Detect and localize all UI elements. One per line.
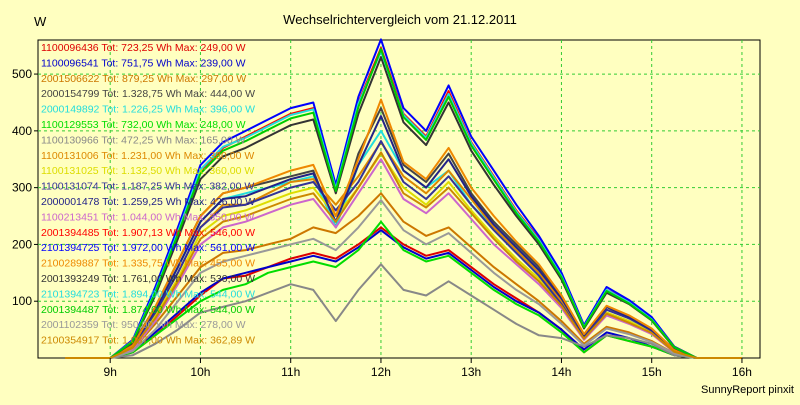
x-tick-label: 12h — [371, 365, 391, 379]
series-line — [65, 158, 742, 359]
x-tick-label: 14h — [551, 365, 571, 379]
series-line — [65, 220, 742, 359]
series-line — [65, 140, 742, 359]
y-tick-label: 300 — [12, 181, 32, 195]
legend-entry: 2001393249 Tot: 1.761,00 Wh Max: 530,00 … — [41, 273, 255, 285]
y-tick-label: 200 — [12, 237, 32, 251]
legend-entry: 1100096436 Tot: 723,25 Wh Max: 249,00 W — [41, 42, 246, 54]
legend: 1100096436 Tot: 723,25 Wh Max: 249,00 W 1… — [41, 42, 255, 347]
legend-entry: 1100131025 Tot: 1.132,50 Wh Max: 360,00 … — [41, 165, 254, 177]
series-line — [65, 38, 742, 359]
legend-entry: 1100131074 Tot: 1.187,25 Wh Max: 382,00 … — [41, 181, 254, 193]
legend-entry: 1100131006 Tot: 1.231,00 Wh Max: 380,00 … — [41, 150, 254, 162]
series-line — [65, 151, 742, 359]
legend-entry: 1100096541 Tot: 751,75 Wh Max: 239,00 W — [41, 57, 246, 69]
x-tick-label: 13h — [461, 365, 481, 379]
y-tick-label: 500 — [12, 67, 32, 81]
y-tick-label: 400 — [12, 124, 32, 138]
legend-entry: 2001506622 Tot: 879,25 Wh Max: 297,00 W — [41, 73, 246, 85]
legend-entry: 1100129553 Tot: 732,00 Wh Max: 248,00 W — [41, 119, 246, 131]
series-line — [65, 115, 742, 359]
legend-entry: 2100289887 Tot: 1.335,75 Wh Max: 455,00 … — [41, 258, 255, 270]
x-tick-label: 15h — [642, 365, 662, 379]
series-line — [65, 263, 742, 359]
series-line — [65, 48, 742, 359]
footer-credit: SunnyReport pinxit — [701, 384, 794, 396]
legend-entry: 2000149892 Tot: 1.226,25 Wh Max: 396,00 … — [41, 104, 255, 116]
legend-entry: 1100213451 Tot: 1.044,00 Wh Max: 350,00 … — [41, 211, 254, 223]
series-line — [65, 199, 742, 359]
plot-area — [37, 39, 761, 359]
legend-entry: 2000001478 Tot: 1.259,25 Wh Max: 426,00 … — [41, 196, 255, 208]
legend-entry: 2001102359 Tot: 950,00 Wh Max: 278,00 W — [41, 319, 246, 331]
y-axis-ticks: 100 200 300 400 500 — [12, 67, 38, 308]
y-axis-unit-label: W — [34, 14, 47, 29]
legend-entry: 1100130966 Tot: 472,25 Wh Max: 165,00 W — [41, 134, 246, 146]
chart-title: Wechselrichtervergleich vom 21.12.2011 — [283, 12, 517, 27]
legend-entry: 2101394725 Tot: 1.972,00 Wh Max: 561,00 … — [41, 242, 255, 254]
series-line — [65, 152, 742, 359]
x-tick-label: 11h — [281, 365, 300, 379]
legend-entry: 2001394485 Tot: 1.907,13 Wh Max: 546,00 … — [41, 227, 255, 239]
x-axis-ticks: 9h 10h 11h 12h 13h 14h 15h 16h — [104, 358, 752, 379]
x-tick-label: 16h — [732, 365, 752, 379]
legend-entry: 2001394487 Tot: 1.874,00 Wh Max: 544,00 … — [41, 304, 255, 316]
legend-entry: 2000154799 Tot: 1.328,75 Wh Max: 444,00 … — [41, 88, 255, 100]
x-tick-label: 10h — [190, 365, 210, 379]
legend-entry: 2100354917 Tot: 1.087,00 Wh Max: 362,89 … — [41, 335, 255, 347]
x-tick-label: 9h — [104, 365, 117, 379]
y-tick-label: 100 — [12, 294, 32, 308]
series-line — [65, 98, 742, 359]
series-lines — [65, 38, 742, 359]
series-line — [65, 192, 742, 359]
legend-entry: 2101394723 Tot: 1.894,00 Wh Max: 544,00 … — [41, 288, 255, 300]
